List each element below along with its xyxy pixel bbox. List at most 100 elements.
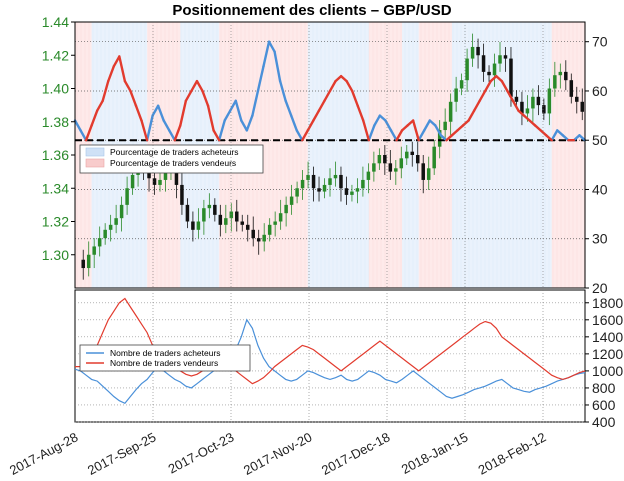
background-band — [568, 22, 575, 288]
left-axis-label: 1.40 — [42, 81, 69, 97]
candle-body — [158, 179, 162, 185]
background-band — [357, 22, 364, 288]
candle-body — [273, 221, 277, 225]
candle-body — [564, 71, 568, 81]
background-band — [418, 22, 425, 288]
long-pct-line-segment — [278, 79, 287, 103]
candle-body — [410, 151, 415, 155]
long-pct-line-segment — [384, 119, 393, 132]
background-band — [368, 22, 375, 288]
legend-label: Pourcentage de traders acheteurs — [110, 147, 239, 157]
left-axis-label: 1.36 — [42, 147, 69, 163]
candle-body — [147, 171, 151, 179]
candle-body — [256, 238, 261, 242]
x-axis-label: 2017-Dec-18 — [319, 429, 392, 478]
background-band — [512, 22, 520, 288]
candle-body — [432, 146, 436, 169]
long-pct-line-segment — [417, 129, 426, 142]
short-pct-line-segment — [472, 99, 481, 112]
background-band — [562, 22, 569, 288]
background-band — [324, 22, 331, 288]
candle-body — [498, 55, 502, 64]
short-pct-line-segment — [123, 79, 132, 93]
long-pct-line-segment — [156, 104, 165, 122]
bottom-axis-label: 800 — [592, 380, 616, 396]
background-band — [296, 22, 303, 288]
short-pct-line-segment — [411, 119, 420, 142]
candle-body — [251, 229, 255, 239]
short-pct-line-segment — [306, 119, 315, 132]
short-pct-line-segment — [517, 109, 526, 117]
candle-body — [108, 224, 113, 230]
long-pct-line-segment — [295, 129, 304, 142]
left-axis-label: 1.42 — [42, 47, 69, 63]
candle-body — [492, 63, 497, 76]
candle-body — [470, 46, 475, 59]
right-axis-label: 20 — [592, 280, 608, 296]
long-pct-line-segment — [423, 119, 431, 132]
bottom-axis-label: 1800 — [592, 295, 623, 311]
candle-body — [536, 96, 541, 106]
candle-body — [339, 174, 343, 189]
background-band — [291, 22, 298, 288]
candle-body — [306, 174, 310, 180]
long-pct-line-segment — [561, 134, 570, 142]
background-band — [457, 22, 464, 288]
short-pct-line-segment — [195, 79, 204, 93]
candle-body — [399, 158, 404, 169]
candle-body — [317, 188, 321, 192]
background-band — [363, 22, 370, 288]
short-pct-line-segment — [522, 114, 531, 122]
background-band — [318, 22, 326, 288]
candle-body — [289, 196, 294, 205]
short-pct-line-segment — [506, 89, 515, 103]
candle-body — [509, 58, 513, 97]
short-pct-line-segment — [179, 99, 188, 127]
long-pct-line-segment — [234, 99, 243, 122]
x-axis-label: 2017-Oct-23 — [166, 429, 237, 476]
candle-body — [569, 80, 574, 97]
short-pct-line-segment — [350, 89, 359, 107]
candle-body — [481, 55, 486, 72]
long-pct-line-segment — [572, 134, 581, 142]
background-band — [518, 22, 525, 288]
top-legend — [79, 144, 264, 174]
short-pct-line-segment — [495, 74, 504, 83]
background-band — [424, 22, 431, 288]
legend-label: Pourcentage de traders vendeurs — [110, 158, 236, 168]
background-band — [274, 22, 281, 288]
short-pct-line-segment — [201, 89, 210, 107]
background-band — [390, 22, 398, 288]
short-pct-line-segment — [184, 89, 193, 103]
candle-body — [196, 221, 201, 230]
long-pct-line-segment — [434, 124, 443, 137]
candle-body — [350, 191, 354, 195]
x-axis-label: 2018-Jan-15 — [399, 429, 470, 477]
short-pct-line-segment — [90, 109, 99, 127]
short-pct-line-segment — [112, 55, 121, 68]
candle-body — [514, 96, 519, 102]
short-pct-line-segment — [478, 89, 487, 103]
left-axis-label: 1.38 — [42, 114, 69, 130]
long-pct-line-segment — [378, 114, 387, 122]
candle-body — [333, 174, 338, 179]
candle-body — [322, 184, 327, 192]
long-pct-line-segment — [223, 109, 232, 122]
candle-body — [218, 214, 223, 225]
long-pct-line-segment — [162, 119, 171, 132]
long-pct-line-segment — [578, 134, 587, 142]
short-pct-line-segment — [95, 99, 104, 112]
candle-body — [295, 188, 299, 197]
candle-body — [547, 88, 552, 114]
candle-body — [125, 188, 129, 205]
short-pct-line-segment — [107, 65, 116, 83]
candle-body — [525, 108, 530, 114]
candle-body — [443, 121, 447, 131]
background-band — [490, 22, 497, 288]
short-pct-line-segment — [140, 119, 149, 142]
x-axis-label: 2017-Aug-28 — [7, 429, 80, 478]
candle-body — [553, 75, 557, 89]
long-pct-line-segment — [151, 104, 160, 117]
long-pct-line-segment — [439, 134, 448, 142]
candle-body — [180, 184, 184, 205]
